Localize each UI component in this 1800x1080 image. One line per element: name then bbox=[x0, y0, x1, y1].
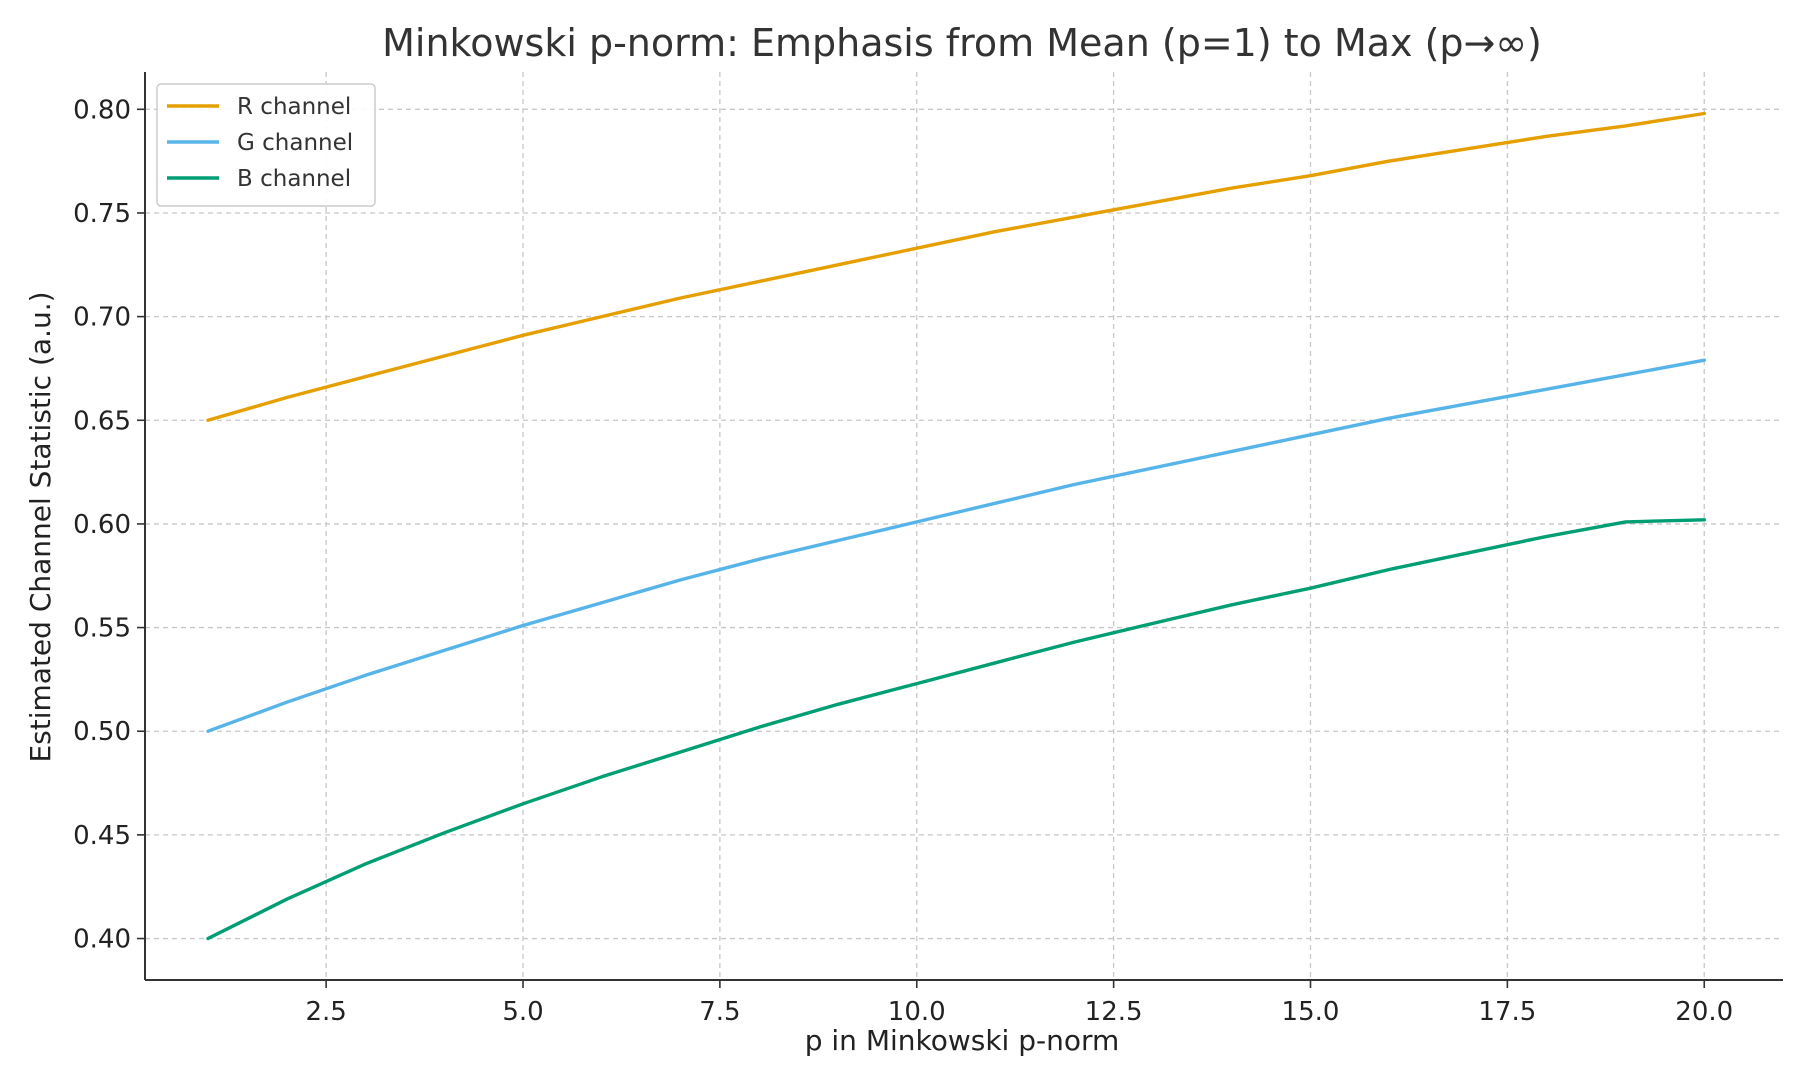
plot-area: 2.5 5.0 7.5 10.0 12.5 15.0 17.5 20.0 0.40 0.45 0.5… bbox=[73, 72, 1783, 1027]
x-tick-label: 7.5 bbox=[699, 997, 740, 1027]
y-tick-label: 0.50 bbox=[73, 717, 131, 747]
y-tick-label: 0.65 bbox=[73, 406, 131, 436]
y-tick-label: 0.55 bbox=[73, 614, 131, 644]
x-tick-label: 5.0 bbox=[502, 997, 543, 1027]
y-tick-label: 0.40 bbox=[73, 925, 131, 955]
y-tick-label: 0.75 bbox=[73, 199, 131, 229]
x-tick-label: 12.5 bbox=[1085, 997, 1143, 1027]
y-tick-label: 0.70 bbox=[73, 303, 131, 333]
legend-label-g-channel: G channel bbox=[237, 130, 353, 156]
x-tick-label: 15.0 bbox=[1282, 997, 1340, 1027]
legend-label-b-channel: B channel bbox=[237, 166, 351, 192]
axes: 2.5 5.0 7.5 10.0 12.5 15.0 17.5 20.0 0.40 0.45 0.5… bbox=[73, 72, 1783, 1027]
grid-lines bbox=[145, 72, 1783, 980]
x-tick-label: 17.5 bbox=[1478, 997, 1536, 1027]
legend: R channel G channel B channel bbox=[156, 83, 376, 207]
series-line-b-channel bbox=[206, 518, 1706, 941]
y-tick-label: 0.60 bbox=[73, 510, 131, 540]
x-axis-label: p in Minkowski p-norm bbox=[805, 1024, 1120, 1057]
x-tick-label: 20.0 bbox=[1675, 997, 1733, 1027]
y-tick-label: 0.45 bbox=[73, 821, 131, 851]
series-line-g-channel bbox=[206, 358, 1706, 733]
y-tick-label: 0.80 bbox=[73, 95, 131, 125]
chart-title: Minkowski p-norm: Emphasis from Mean (p=… bbox=[382, 21, 1542, 65]
legend-box bbox=[156, 83, 376, 207]
series-line-r-channel bbox=[206, 111, 1706, 422]
x-tick-label: 10.0 bbox=[888, 997, 946, 1027]
legend-label-r-channel: R channel bbox=[237, 94, 351, 120]
series-lines bbox=[206, 111, 1706, 941]
y-axis-label: Estimated Channel Statistic (a.u.) bbox=[24, 291, 57, 762]
x-tick-label: 2.5 bbox=[305, 997, 346, 1027]
